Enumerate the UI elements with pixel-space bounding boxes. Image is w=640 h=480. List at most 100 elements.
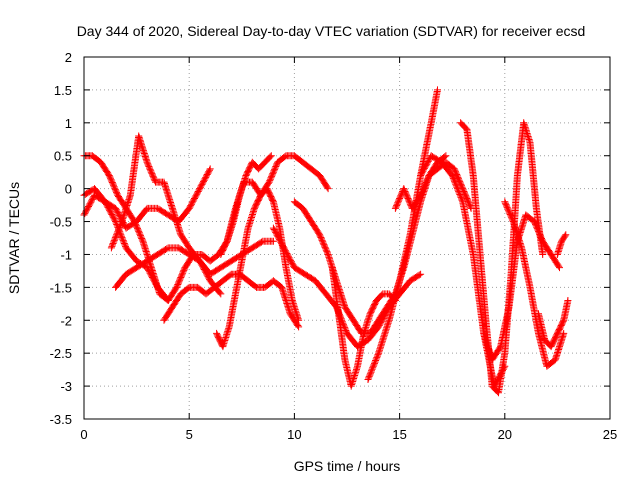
data-point — [536, 232, 544, 240]
data-point — [109, 241, 116, 249]
series-track-18 — [535, 297, 572, 351]
data-point — [536, 230, 544, 238]
data-point — [103, 202, 111, 210]
data-point — [449, 174, 457, 182]
y-tick-label: -3 — [60, 379, 72, 394]
data-point — [194, 189, 201, 197]
data-point — [373, 354, 381, 362]
data-point — [453, 183, 461, 191]
data-point — [111, 216, 119, 224]
data-point — [456, 191, 464, 198]
data-point — [451, 177, 458, 185]
x-tick-label: 5 — [186, 427, 193, 442]
x-tick-label: 10 — [287, 427, 301, 442]
x-tick-label: 15 — [392, 427, 406, 442]
data-point — [151, 279, 159, 287]
data-point — [368, 367, 375, 375]
data-point — [109, 240, 117, 247]
data-point — [119, 235, 127, 243]
data-point — [173, 282, 181, 290]
y-tick-label: -2 — [60, 313, 72, 328]
data-point — [365, 374, 373, 382]
y-tick-label: 1.5 — [54, 83, 72, 98]
data-point — [277, 238, 285, 246]
data-point — [145, 163, 153, 170]
data-point — [420, 184, 428, 192]
data-point — [108, 242, 116, 250]
data-point — [452, 182, 460, 190]
data-point — [81, 210, 89, 218]
data-point — [458, 196, 466, 204]
data-point — [278, 240, 286, 248]
series-track-8 — [217, 152, 275, 258]
data-point — [294, 322, 302, 329]
data-point — [317, 234, 325, 241]
data-point — [110, 238, 118, 246]
data-point — [503, 202, 511, 210]
data-point — [415, 271, 423, 279]
data-point — [163, 245, 171, 253]
data-point — [173, 283, 181, 291]
data-point — [145, 268, 153, 276]
data-point — [110, 237, 118, 245]
data-point — [116, 223, 123, 231]
x-tick-label: 20 — [498, 427, 512, 442]
data-point — [265, 178, 273, 186]
data-point — [455, 188, 463, 196]
data-point — [216, 289, 224, 297]
data-point — [267, 152, 275, 160]
data-point — [509, 216, 517, 224]
data-point — [203, 271, 211, 279]
grid — [84, 57, 610, 419]
data-point — [400, 185, 408, 193]
data-point — [530, 218, 538, 225]
y-tick-label: -1 — [60, 247, 72, 262]
data-point — [366, 370, 374, 378]
data-point — [88, 197, 95, 205]
data-point — [197, 258, 204, 266]
data-point — [194, 188, 202, 195]
data-point — [285, 254, 293, 262]
data-point — [393, 200, 401, 208]
data-point — [206, 165, 214, 173]
data-point — [121, 241, 129, 249]
data-point — [417, 270, 425, 278]
data-point — [117, 219, 125, 227]
data-point — [564, 297, 572, 304]
data-point — [456, 192, 464, 200]
data-point — [136, 230, 144, 238]
data-point — [372, 355, 380, 363]
data-point — [114, 228, 122, 236]
data-point — [371, 359, 378, 367]
y-axis-label: SDTVAR / TECUs — [6, 182, 22, 294]
data-point — [113, 229, 121, 237]
data-point — [109, 180, 117, 188]
data-point — [145, 266, 153, 274]
series-track-17 — [501, 198, 568, 370]
data-point — [270, 226, 278, 233]
data-point — [201, 175, 209, 183]
data-point — [457, 193, 465, 201]
data-point — [188, 200, 195, 208]
data-point — [120, 240, 128, 247]
data-point — [203, 270, 210, 278]
data-point — [373, 352, 381, 360]
y-tick-label: 0 — [65, 182, 72, 197]
series-track-11 — [328, 264, 399, 390]
data-point — [561, 232, 569, 240]
data-points — [80, 86, 572, 397]
data-point — [271, 164, 279, 172]
data-point — [137, 232, 144, 240]
data-point — [117, 221, 125, 228]
data-point — [372, 357, 380, 364]
data-point — [271, 165, 279, 173]
data-point — [178, 271, 186, 279]
data-point — [400, 186, 408, 194]
data-point — [451, 179, 459, 187]
data-point — [420, 183, 428, 191]
data-point — [555, 262, 563, 270]
data-point — [284, 252, 292, 260]
data-point — [364, 376, 372, 383]
data-point — [113, 231, 121, 239]
